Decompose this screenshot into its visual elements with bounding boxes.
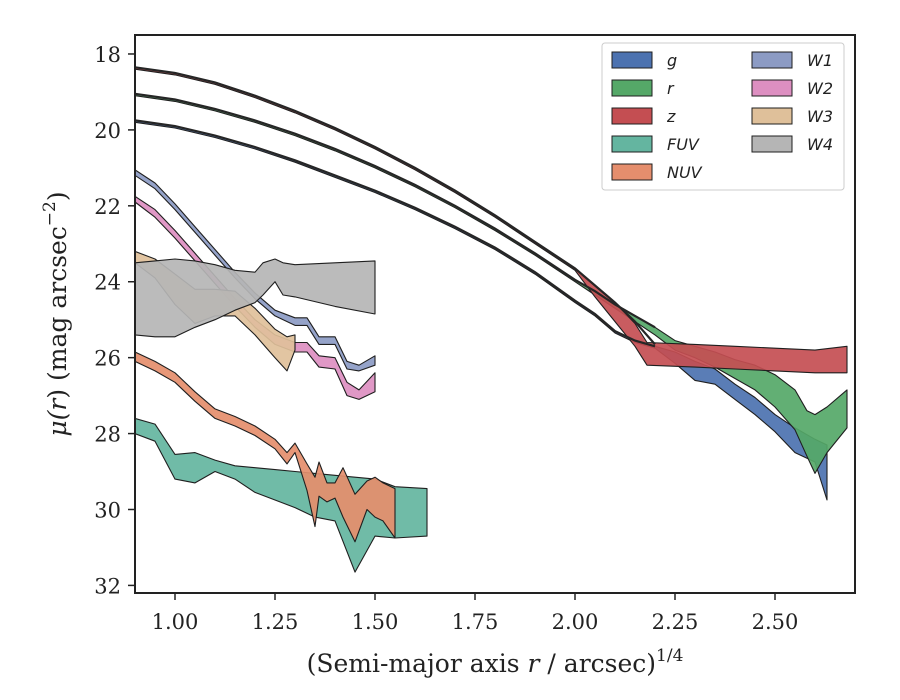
x-tick-label: 1.75 — [452, 610, 499, 634]
legend-label-w1: W1 — [807, 51, 833, 70]
legend-swatch-fuv — [611, 135, 653, 153]
x-axis-label-var: r — [528, 649, 542, 678]
y-tick-label: 22 — [94, 195, 121, 219]
y-tick-label: 32 — [94, 574, 121, 598]
model-curve-1 — [135, 66, 656, 346]
x-axis-label: (Semi-major axis r / arcsec)1/4 — [307, 646, 684, 678]
x-tick-label: 1.25 — [252, 610, 299, 634]
y-tick-label: 18 — [94, 43, 121, 67]
band-nuv — [135, 351, 396, 543]
legend-swatch-r — [611, 79, 653, 97]
legend-label-r: r — [667, 79, 675, 98]
legend-swatch-nuv — [611, 163, 653, 181]
plot-frame — [134, 34, 856, 594]
y-axis-label: μ(r) (mag arcsec−2) — [40, 191, 72, 436]
y-axis-label-var: r — [43, 397, 72, 411]
x-tick-label: 2.25 — [652, 610, 699, 634]
y-tick-label: 24 — [94, 271, 121, 295]
legend-swatch-w2 — [751, 79, 793, 97]
legend-label-fuv: FUV — [667, 135, 700, 154]
y-axis-label-end: ) — [43, 191, 72, 201]
legend-label-w3: W3 — [807, 107, 833, 126]
y-tick-label: 20 — [94, 119, 121, 143]
legend-label-g: g — [667, 51, 677, 70]
model-curves — [135, 66, 656, 348]
x-axis-label-mid: / arcsec) — [539, 649, 656, 678]
legend-label-w4: W4 — [807, 135, 833, 154]
x-axis-label-sup: 1/4 — [656, 646, 683, 666]
band-w4 — [135, 258, 376, 338]
x-axis-label-main: (Semi-major axis — [307, 649, 528, 678]
y-tick-label: 28 — [94, 423, 121, 447]
y-axis: 18 20 22 24 26 28 30 32 — [94, 43, 135, 598]
legend-swatch-w4 — [751, 135, 793, 153]
legend: grz FUV NUV W1 W2 W3 W4 — [601, 42, 845, 191]
y-axis-label-mid: ) (mag arcsec — [43, 226, 72, 399]
x-axis: 1.00 1.25 1.50 1.75 2.00 2.25 2.50 — [152, 593, 799, 634]
legend-label-z: z — [666, 107, 676, 126]
x-tick-label: 2.50 — [752, 610, 799, 634]
legend-swatch-g — [611, 51, 653, 69]
y-tick-label: 30 — [94, 498, 121, 522]
legend-label-nuv: NUV — [667, 163, 703, 182]
y-tick-label: 26 — [94, 347, 121, 371]
legend-swatch-z — [611, 107, 653, 125]
x-tick-label: 1.50 — [352, 610, 399, 634]
legend-label-w2: W2 — [807, 79, 833, 98]
model-curve-3 — [135, 119, 656, 348]
series-bands — [135, 66, 848, 573]
x-tick-label: 2.00 — [552, 610, 599, 634]
legend-swatch-w3 — [751, 107, 793, 125]
y-axis-label-sup: −2 — [40, 201, 60, 226]
legend-swatch-w1 — [751, 51, 793, 69]
x-tick-label: 1.00 — [152, 610, 199, 634]
model-curve-2 — [135, 92, 656, 329]
y-axis-label-mu: μ( — [43, 409, 72, 436]
